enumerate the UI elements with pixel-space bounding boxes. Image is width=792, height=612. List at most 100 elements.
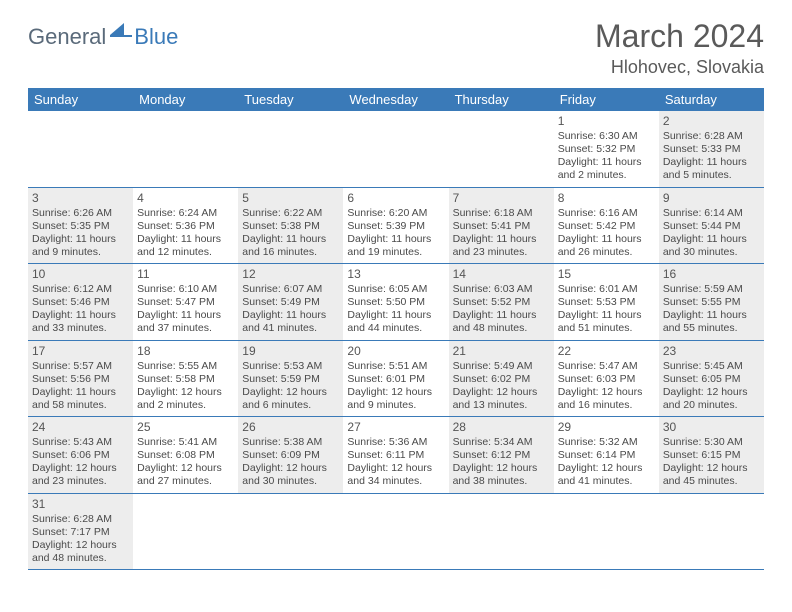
sunrise-text: Sunrise: 6:28 AM [32, 513, 129, 526]
sunrise-text: Sunrise: 6:14 AM [663, 207, 760, 220]
sunrise-text: Sunrise: 5:55 AM [137, 360, 234, 373]
day-number: 9 [663, 191, 760, 206]
day-cell: 16Sunrise: 5:59 AMSunset: 5:55 PMDayligh… [659, 264, 764, 340]
sunset-text: Sunset: 6:03 PM [558, 373, 655, 386]
daylight-text: Daylight: 12 hours and 20 minutes. [663, 386, 760, 412]
sunrise-text: Sunrise: 5:32 AM [558, 436, 655, 449]
day-cell: 20Sunrise: 5:51 AMSunset: 6:01 PMDayligh… [343, 341, 448, 417]
day-header-row: SundayMondayTuesdayWednesdayThursdayFrid… [28, 88, 764, 111]
sunrise-text: Sunrise: 6:24 AM [137, 207, 234, 220]
day-header: Monday [133, 88, 238, 111]
daylight-text: Daylight: 12 hours and 2 minutes. [137, 386, 234, 412]
sunset-text: Sunset: 5:49 PM [242, 296, 339, 309]
sunset-text: Sunset: 5:55 PM [663, 296, 760, 309]
day-cell: 31Sunrise: 6:28 AMSunset: 7:17 PMDayligh… [28, 494, 133, 570]
day-cell: 18Sunrise: 5:55 AMSunset: 5:58 PMDayligh… [133, 341, 238, 417]
sunrise-text: Sunrise: 6:03 AM [453, 283, 550, 296]
sunset-text: Sunset: 5:46 PM [32, 296, 129, 309]
sunset-text: Sunset: 6:05 PM [663, 373, 760, 386]
daylight-text: Daylight: 11 hours and 48 minutes. [453, 309, 550, 335]
daylight-text: Daylight: 12 hours and 9 minutes. [347, 386, 444, 412]
sunset-text: Sunset: 6:06 PM [32, 449, 129, 462]
sunset-text: Sunset: 5:41 PM [453, 220, 550, 233]
header: General Blue March 2024 Hlohovec, Slovak… [28, 18, 764, 78]
day-cell: 4Sunrise: 6:24 AMSunset: 5:36 PMDaylight… [133, 188, 238, 264]
day-cell [343, 494, 448, 570]
daylight-text: Daylight: 12 hours and 41 minutes. [558, 462, 655, 488]
day-number: 10 [32, 267, 129, 282]
daylight-text: Daylight: 11 hours and 58 minutes. [32, 386, 129, 412]
day-number: 26 [242, 420, 339, 435]
day-header: Sunday [28, 88, 133, 111]
sunrise-text: Sunrise: 6:07 AM [242, 283, 339, 296]
sunset-text: Sunset: 5:32 PM [558, 143, 655, 156]
sunrise-text: Sunrise: 5:45 AM [663, 360, 760, 373]
week-row: 10Sunrise: 6:12 AMSunset: 5:46 PM Dayligh… [28, 264, 764, 341]
day-number: 11 [137, 267, 234, 282]
day-cell: 28Sunrise: 5:34 AMSunset: 6:12 PMDayligh… [449, 417, 554, 493]
logo-flag-icon [110, 21, 132, 44]
sunrise-text: Sunrise: 6:01 AM [558, 283, 655, 296]
sunset-text: Sunset: 5:44 PM [663, 220, 760, 233]
daylight-text: Daylight: 11 hours and 2 minutes. [558, 156, 655, 182]
sunrise-text: Sunrise: 5:49 AM [453, 360, 550, 373]
day-number: 6 [347, 191, 444, 206]
sunrise-text: Sunrise: 6:20 AM [347, 207, 444, 220]
week-row: 3Sunrise: 6:26 AMSunset: 5:35 PMDaylight… [28, 188, 764, 265]
daylight-text: Daylight: 11 hours and 16 minutes. [242, 233, 339, 259]
day-cell: 1Sunrise: 6:30 AMSunset: 5:32 PMDaylight… [554, 111, 659, 187]
daylight-text: Daylight: 11 hours and 9 minutes. [32, 233, 129, 259]
daylight-text: Daylight: 12 hours and 34 minutes. [347, 462, 444, 488]
daylight-text: Daylight: 12 hours and 27 minutes. [137, 462, 234, 488]
sunrise-text: Sunrise: 5:43 AM [32, 436, 129, 449]
sunset-text: Sunset: 5:59 PM [242, 373, 339, 386]
sunrise-text: Sunrise: 6:22 AM [242, 207, 339, 220]
day-number: 8 [558, 191, 655, 206]
week-row: 24Sunrise: 5:43 AMSunset: 6:06 PMDayligh… [28, 417, 764, 494]
day-number: 17 [32, 344, 129, 359]
daylight-text: Daylight: 12 hours and 13 minutes. [453, 386, 550, 412]
day-cell: 12Sunrise: 6:07 AMSunset: 5:49 PMDayligh… [238, 264, 343, 340]
day-number: 16 [663, 267, 760, 282]
day-cell: 22Sunrise: 5:47 AMSunset: 6:03 PMDayligh… [554, 341, 659, 417]
day-number: 15 [558, 267, 655, 282]
day-number: 25 [137, 420, 234, 435]
daylight-text: Daylight: 12 hours and 45 minutes. [663, 462, 760, 488]
sunset-text: Sunset: 5:42 PM [558, 220, 655, 233]
daylight-text: Daylight: 12 hours and 38 minutes. [453, 462, 550, 488]
sunrise-text: Sunrise: 6:16 AM [558, 207, 655, 220]
daylight-text: Daylight: 11 hours and 51 minutes. [558, 309, 655, 335]
daylight-text: Daylight: 11 hours and 23 minutes. [453, 233, 550, 259]
day-number: 2 [663, 114, 760, 129]
day-cell: 8Sunrise: 6:16 AMSunset: 5:42 PMDaylight… [554, 188, 659, 264]
calendar: SundayMondayTuesdayWednesdayThursdayFrid… [28, 88, 764, 570]
day-number: 24 [32, 420, 129, 435]
sunset-text: Sunset: 5:39 PM [347, 220, 444, 233]
sunrise-text: Sunrise: 6:12 AM [32, 283, 129, 296]
day-cell: 10Sunrise: 6:12 AMSunset: 5:46 PMDayligh… [28, 264, 133, 340]
week-row: 1Sunrise: 6:30 AMSunset: 5:32 PMDaylight… [28, 111, 764, 188]
month-title: March 2024 [595, 18, 764, 55]
day-header: Saturday [659, 88, 764, 111]
sunset-text: Sunset: 6:12 PM [453, 449, 550, 462]
daylight-text: Daylight: 12 hours and 23 minutes. [32, 462, 129, 488]
sunset-text: Sunset: 5:52 PM [453, 296, 550, 309]
day-cell [554, 494, 659, 570]
daylight-text: Daylight: 11 hours and 30 minutes. [663, 233, 760, 259]
sunset-text: Sunset: 6:02 PM [453, 373, 550, 386]
sunrise-text: Sunrise: 6:26 AM [32, 207, 129, 220]
day-cell: 26Sunrise: 5:38 AMSunset: 6:09 PMDayligh… [238, 417, 343, 493]
day-number: 4 [137, 191, 234, 206]
day-number: 19 [242, 344, 339, 359]
sunset-text: Sunset: 6:08 PM [137, 449, 234, 462]
weeks-container: 1Sunrise: 6:30 AMSunset: 5:32 PMDaylight… [28, 111, 764, 570]
daylight-text: Daylight: 11 hours and 37 minutes. [137, 309, 234, 335]
day-number: 22 [558, 344, 655, 359]
day-cell: 19Sunrise: 5:53 AMSunset: 5:59 PMDayligh… [238, 341, 343, 417]
day-number: 12 [242, 267, 339, 282]
sunset-text: Sunset: 6:01 PM [347, 373, 444, 386]
day-cell [133, 494, 238, 570]
daylight-text: Daylight: 11 hours and 44 minutes. [347, 309, 444, 335]
sunrise-text: Sunrise: 5:34 AM [453, 436, 550, 449]
day-cell [659, 494, 764, 570]
